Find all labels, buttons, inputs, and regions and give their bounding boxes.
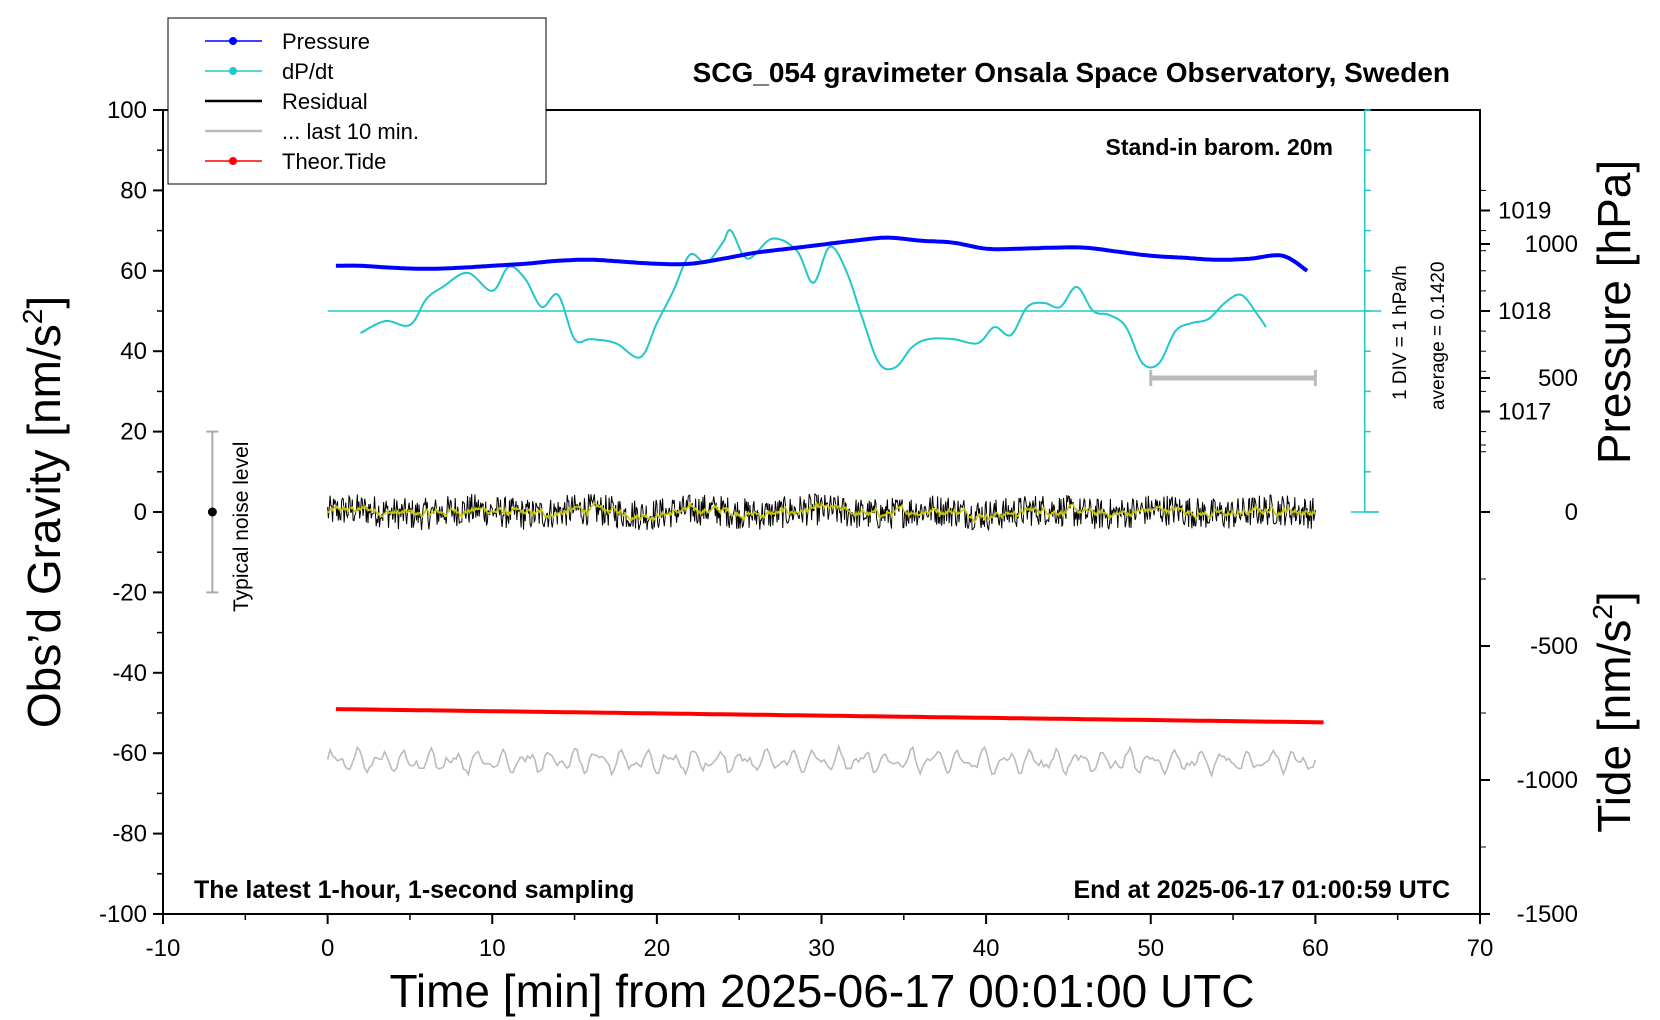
x-tick-label: -10 — [146, 935, 181, 962]
chart-title: SCG_054 gravimeter Onsala Space Observat… — [693, 57, 1450, 88]
x-axis-title: Time [min] from 2025-06-17 00:01:00 UTC — [390, 965, 1255, 1017]
legend-label: Residual — [282, 89, 368, 114]
tide-tick-label: 500 — [1538, 365, 1578, 392]
y-tick-label: 80 — [120, 177, 147, 204]
dpdt-line — [360, 229, 1267, 371]
legend-label: Pressure — [282, 29, 370, 54]
tide-tick-label: 0 — [1565, 499, 1578, 526]
end-time-note: End at 2025-06-17 01:00:59 UTC — [1073, 876, 1450, 904]
tide-tick-label: -1500 — [1517, 901, 1578, 928]
x-tick-label: 0 — [321, 935, 334, 962]
tide-series — [335, 707, 1324, 725]
tide-tick-label: -500 — [1530, 633, 1578, 660]
tide-axis-title-main: Tide [nm/s — [1588, 620, 1640, 833]
residual-line — [327, 492, 1316, 532]
y-tick-label: 20 — [120, 419, 147, 446]
y-tick-label: -40 — [112, 660, 147, 687]
y-tick-label: 100 — [107, 97, 147, 124]
y-axis-title-left: Obs’d Gravity [nm/s2] — [17, 296, 70, 728]
x-tick-label: 60 — [1302, 935, 1329, 962]
noise-level-dot — [207, 507, 217, 517]
y-axis-title-left-end: ] — [18, 296, 70, 309]
sampling-note: The latest 1-hour, 1-second sampling — [194, 876, 634, 904]
y-tick-label: 60 — [120, 258, 147, 285]
pressure-line — [335, 235, 1309, 273]
y-tick-label: -60 — [112, 740, 147, 767]
tide-line — [335, 707, 1324, 725]
pressure-series — [335, 235, 1309, 273]
annotation-marks — [206, 370, 1317, 594]
legend-marker — [229, 37, 237, 45]
legend-marker — [229, 157, 237, 165]
tide-axis-title-sup: 2 — [1587, 604, 1618, 620]
y-tick-label: 40 — [120, 338, 147, 365]
x-axis-ticks: -10 0 10 20 30 40 50 60 70 — [146, 914, 1494, 962]
average-label: average = 0.1420 — [1428, 262, 1449, 410]
pressure-tick-label: 1019 — [1498, 198, 1551, 225]
legend-marker — [229, 67, 237, 75]
last-10min-series — [326, 743, 1317, 779]
x-tick-label: 10 — [479, 935, 506, 962]
legend: Pressure dP/dt Residual ... last 10 min. The… — [167, 17, 547, 185]
pressure-axis-ticks: 1017 1018 1019 — [1480, 189, 1551, 453]
y-axis-title-left-main: Obs’d Gravity [nm/s — [18, 324, 70, 728]
pressure-tick-label: 1018 — [1498, 298, 1551, 325]
pressure-tick-label: 1017 — [1498, 399, 1551, 426]
noise-level-label: Typical noise level — [230, 442, 253, 612]
pressure-axis-title: Pressure [hPa] — [1588, 160, 1640, 464]
x-tick-label: 70 — [1467, 935, 1494, 962]
x-tick-label: 20 — [644, 935, 671, 962]
barometer-note: Stand-in barom. 20m — [1106, 134, 1333, 160]
tide-tick-label: -1000 — [1517, 767, 1578, 794]
div-label: 1 DIV = 1 hPa/h — [1390, 265, 1411, 400]
x-tick-label: 30 — [808, 935, 835, 962]
legend-items: Pressure dP/dt Residual ... last 10 min. The… — [205, 29, 419, 174]
last-10min-line — [326, 743, 1317, 779]
tide-axis-ticks: -1500 -1000 -500 0 500 1000 — [1480, 231, 1578, 928]
tide-tick-label: 1000 — [1525, 231, 1578, 258]
x-tick-label: 50 — [1137, 935, 1164, 962]
tide-axis-title-end: ] — [1588, 591, 1640, 604]
y-axis-title-left-sup: 2 — [17, 309, 48, 325]
y-tick-label: -20 — [112, 579, 147, 606]
x-tick-label: 40 — [973, 935, 1000, 962]
legend-label: Theor.Tide — [282, 149, 386, 174]
tide-axis-title: Tide [nm/s2] — [1587, 591, 1640, 832]
dpdt-series — [327, 109, 1382, 513]
residual-smoothed-line — [327, 501, 1316, 524]
residual-series — [327, 492, 1316, 532]
legend-label: ... last 10 min. — [282, 119, 419, 144]
legend-label: dP/dt — [282, 59, 333, 84]
y-axis-ticks: -100 -80 -60 -40 -20 0 20 40 60 80 100 — [99, 97, 163, 928]
y-tick-label: 0 — [134, 499, 147, 526]
y-tick-label: -80 — [112, 821, 147, 848]
y-tick-label: -100 — [99, 901, 147, 928]
